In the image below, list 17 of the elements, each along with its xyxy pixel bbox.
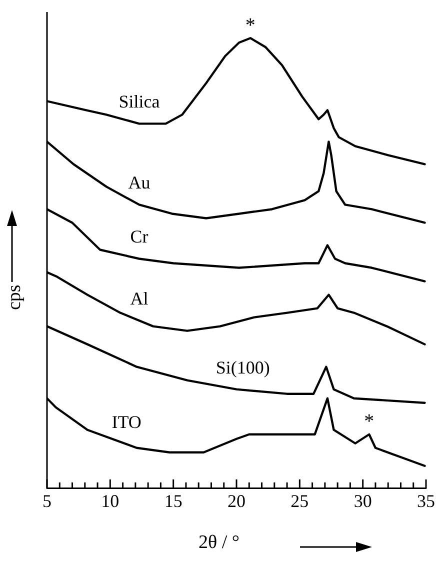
x-tick-label: 5 [42,490,52,511]
x-tick-label: 10 [101,490,120,511]
series-label: Al [130,288,148,308]
annotation: * [364,410,374,433]
x-tick-label: 15 [164,490,182,511]
series-label: ITO [112,412,142,432]
y-axis-title: cps [4,284,26,310]
x-tick-label: 30 [354,490,372,511]
x-tick-label: 35 [417,490,435,511]
annotation: * [245,14,256,36]
series-label: Au [128,172,150,192]
series-label: Cr [130,226,148,246]
x-tick-label: 20 [228,490,246,511]
x-tick-label: 25 [290,490,309,511]
x-axis-title: 2θ / ° [198,532,240,553]
series-label: Silica [118,91,160,112]
series-label: Si(100) [216,358,270,378]
